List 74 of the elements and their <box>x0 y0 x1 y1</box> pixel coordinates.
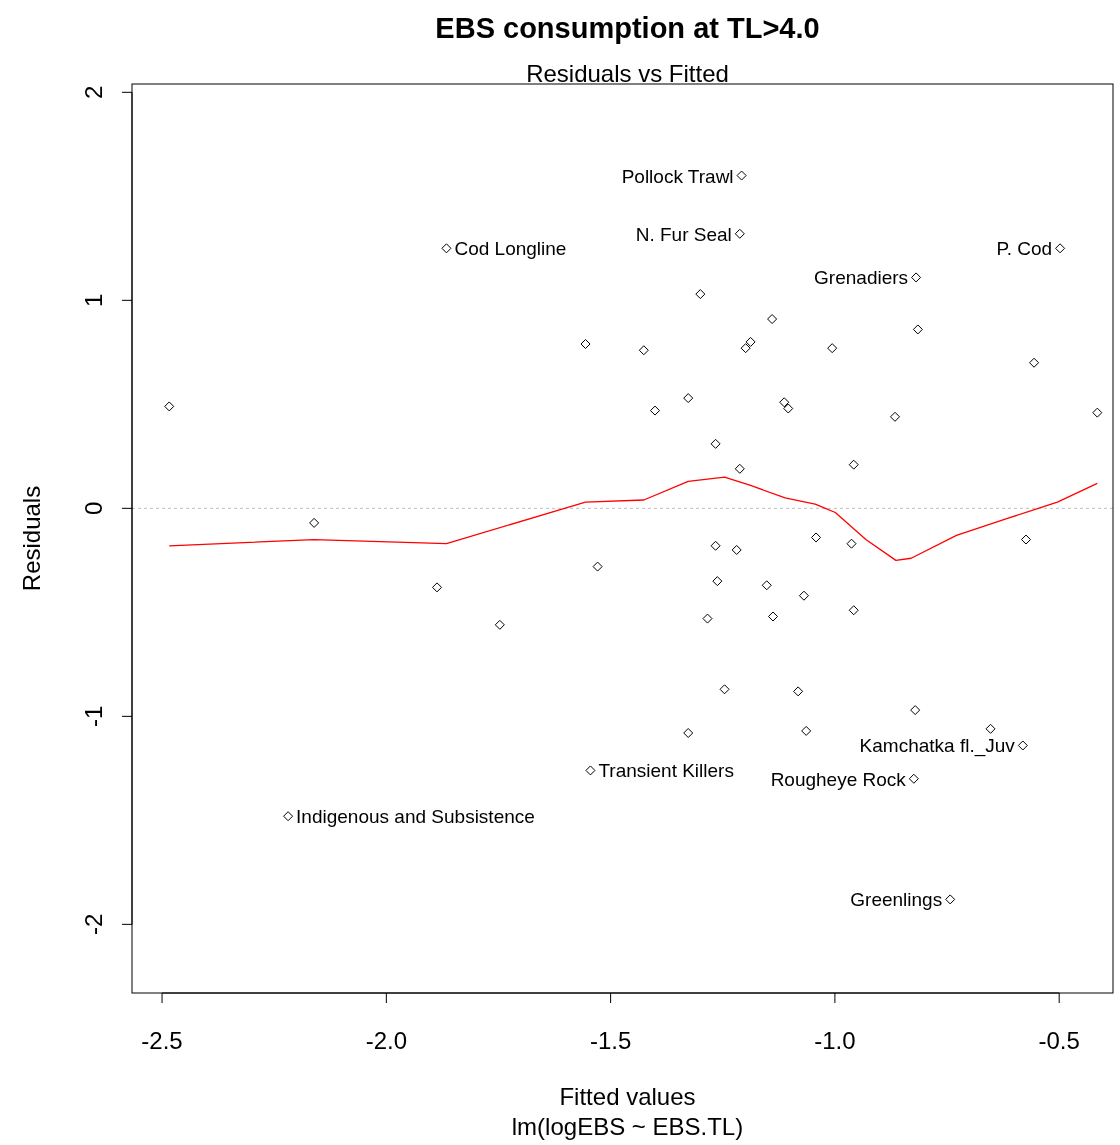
point <box>890 411 900 422</box>
point <box>683 393 694 404</box>
point <box>783 403 794 414</box>
annotation: N. Fur Seal <box>635 223 732 245</box>
point <box>745 336 756 347</box>
point <box>695 289 706 300</box>
point <box>767 314 778 325</box>
point <box>710 540 721 551</box>
point <box>638 345 649 356</box>
line-series <box>168 476 1098 561</box>
chart-title: EBS consumption at TL>4.0 <box>435 12 820 44</box>
point <box>736 170 747 181</box>
y-tick-label: 1 <box>80 293 107 308</box>
point <box>945 894 956 905</box>
point <box>912 324 923 335</box>
point <box>719 684 730 695</box>
y-axis-title: Residuals <box>18 485 45 592</box>
annotation: Grenadiers <box>814 267 909 289</box>
point <box>1092 407 1103 418</box>
point <box>911 272 922 283</box>
point <box>801 725 812 736</box>
point <box>164 401 175 412</box>
point <box>283 811 294 822</box>
y-tick-label: 0 <box>80 501 107 516</box>
text: lm(logEBS ~ EBS.TL) <box>511 1113 744 1140</box>
point <box>734 463 745 474</box>
point <box>779 397 790 408</box>
point <box>985 723 996 734</box>
annotation: Pollock Trawl <box>621 165 734 187</box>
point <box>702 613 713 624</box>
point <box>683 727 694 738</box>
annotation: Indigenous and Subsistence <box>296 806 535 828</box>
x-tick-label: -1.5 <box>589 1027 632 1054</box>
y-tick-label: -1 <box>80 705 107 728</box>
point <box>1017 740 1028 751</box>
x-tick-label: -0.5 <box>1038 1027 1080 1054</box>
point <box>827 343 838 354</box>
point <box>793 686 804 697</box>
point <box>650 405 661 416</box>
point <box>910 705 921 716</box>
point <box>494 619 505 630</box>
y-tick-label: -2 <box>80 913 107 936</box>
point <box>734 228 745 239</box>
point <box>731 544 742 555</box>
chart-subtitle: Residuals vs Fitted <box>526 60 729 87</box>
point <box>432 582 443 593</box>
point <box>592 561 603 572</box>
point <box>908 773 919 784</box>
point <box>1029 357 1040 368</box>
point <box>811 532 822 543</box>
annotation: Kamchatka fl._Juv <box>859 735 1016 758</box>
point <box>1055 243 1066 254</box>
x-axis-title: Fitted values <box>559 1083 696 1110</box>
point <box>761 580 772 591</box>
point <box>309 517 320 528</box>
point <box>441 243 452 254</box>
x-tick-label: -2.5 <box>141 1027 183 1054</box>
annotation: Transient Killers <box>598 760 734 782</box>
x-tick-label: -1.0 <box>814 1027 856 1054</box>
x-tick-label: -2.0 <box>365 1027 408 1054</box>
point <box>848 459 859 470</box>
y-tick-label: 2 <box>80 85 107 99</box>
point <box>710 438 721 449</box>
annotation: Greenlings <box>850 889 943 911</box>
point <box>798 590 809 601</box>
annotation: Rougheye Rock <box>770 768 907 790</box>
point <box>712 576 723 587</box>
annotation: Cod Longline <box>454 238 567 260</box>
point <box>1020 534 1031 545</box>
point <box>848 605 859 616</box>
point <box>740 343 751 354</box>
point <box>846 538 857 549</box>
point <box>585 765 596 776</box>
annotation: P. Cod <box>996 238 1053 260</box>
